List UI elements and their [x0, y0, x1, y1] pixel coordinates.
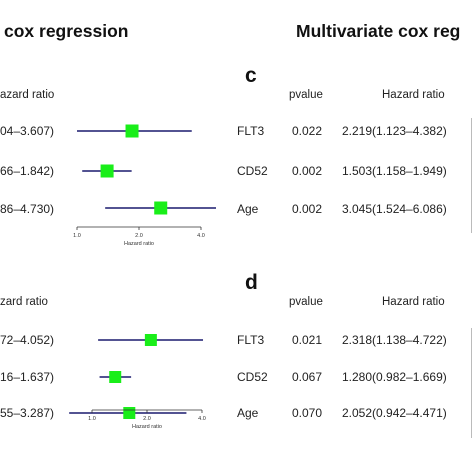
- left-top-header: azard ratio: [0, 89, 55, 101]
- panel-d-row-3-hr: 2.052(0.942–4.471): [342, 406, 447, 420]
- panel-c-row-2-pvalue: 0.002: [292, 164, 323, 178]
- panel-c-hr-header: Hazard ratio: [382, 89, 445, 101]
- x-tick-label-3: 4.0: [197, 233, 205, 239]
- x-axis-label: Hazard ratio: [124, 241, 154, 245]
- left-top-row-2: 66–1.842): [0, 164, 55, 178]
- panel-c-row-1-label: FLT3: [237, 124, 265, 138]
- left-bottom-row-3: 55–3.287): [0, 406, 55, 420]
- panel-d-hr-header: Hazard ratio: [382, 296, 445, 308]
- hr-marker-2: [100, 164, 114, 178]
- panel-c-letter: c: [245, 64, 257, 87]
- panel-c-pvalue-header: pvalue: [289, 89, 323, 101]
- panel-c-row-2-label: CD52: [237, 164, 268, 178]
- panel-c-row-3-label: Age: [237, 202, 259, 216]
- forest-plot-bottom: 1.0 2.0 4.0 Hazard ratio: [69, 334, 206, 430]
- panel-c-plot-edge: [471, 118, 472, 233]
- right-title: Multivariate cox reg: [296, 21, 461, 41]
- forest-plot-top: 1.0 2.0 4.0 Hazard ratio: [73, 124, 216, 245]
- panel-d-row-3-label: Age: [237, 406, 259, 420]
- panel-c-row-1-hr: 2.219(1.123–4.382): [342, 124, 447, 138]
- x-tick-label-2: 2.0: [135, 233, 143, 239]
- panel-d-row-3-pvalue: 0.070: [292, 406, 323, 420]
- x-tick-label-2: 2.0: [143, 416, 151, 422]
- panel-d-plot-edge: [471, 328, 472, 438]
- left-top-row-3: 86–4.730): [0, 202, 55, 216]
- left-top-row-1: 04–3.607): [0, 124, 55, 138]
- panel-d-row-1-label: FLT3: [237, 333, 265, 347]
- panel-d-pvalue-header: pvalue: [289, 296, 323, 308]
- panel-d-row-2-label: CD52: [237, 370, 268, 384]
- x-tick-label-1: 1.0: [73, 233, 81, 239]
- x-axis-label: Hazard ratio: [132, 424, 162, 430]
- panel-d-letter: d: [245, 271, 258, 294]
- hr-marker-3: [154, 201, 168, 215]
- left-bottom-row-2: 16–1.637): [0, 370, 55, 384]
- hr-marker-2: [109, 371, 122, 383]
- hr-marker-1: [125, 124, 139, 138]
- panel-c-row-3-pvalue: 0.002: [292, 202, 323, 216]
- panel-c-row-2-hr: 1.503(1.158–1.949): [342, 164, 447, 178]
- panel-c-row-1-pvalue: 0.022: [292, 124, 323, 138]
- panel-d-row-1-hr: 2.318(1.138–4.722): [342, 333, 447, 347]
- panel-d-row-2-hr: 1.280(0.982–1.669): [342, 370, 447, 384]
- x-tick-label-3: 4.0: [198, 416, 206, 422]
- panel-d-row-1-pvalue: 0.021: [292, 333, 323, 347]
- hr-marker-1: [144, 334, 157, 346]
- panel-d-row-2-pvalue: 0.067: [292, 370, 323, 384]
- left-bottom-header: zard ratio: [0, 296, 48, 308]
- x-tick-label-1: 1.0: [88, 416, 96, 422]
- left-title: cox regression: [4, 21, 129, 41]
- hr-marker-3: [123, 407, 136, 419]
- panel-c-row-3-hr: 3.045(1.524–6.086): [342, 202, 447, 216]
- left-bottom-row-1: 72–4.052): [0, 333, 55, 347]
